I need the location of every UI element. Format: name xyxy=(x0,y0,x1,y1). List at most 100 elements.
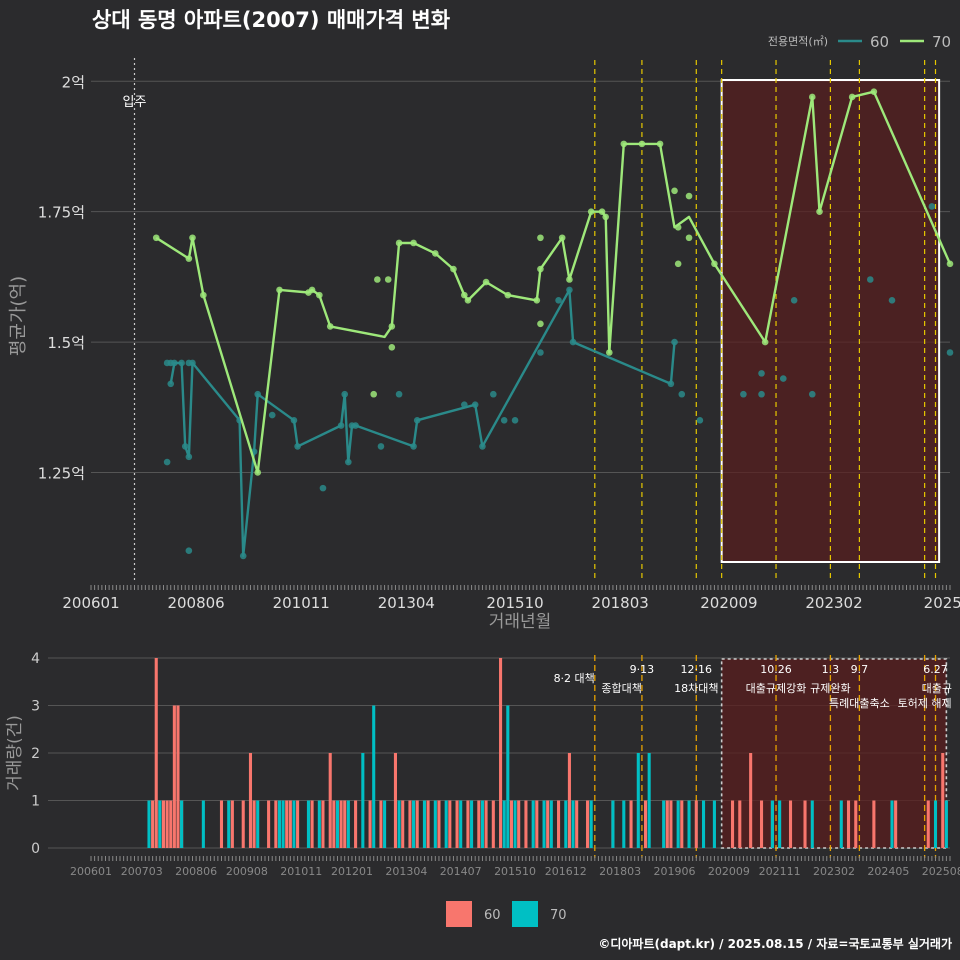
volume-bar-60 xyxy=(437,800,441,848)
volume-bar-60 xyxy=(426,800,430,848)
legend-label-60: 60 xyxy=(870,33,889,51)
data-point-70 xyxy=(326,323,334,330)
volume-bar-60 xyxy=(379,800,383,848)
data-point-70 xyxy=(685,192,693,200)
volume-bar-70 xyxy=(770,800,774,848)
x-tick-label: 201304 xyxy=(378,594,435,612)
volume-bar-70 xyxy=(944,800,948,848)
data-point-70 xyxy=(620,140,628,148)
policy-label: 대출규 xyxy=(922,682,952,695)
data-point-60 xyxy=(946,349,954,356)
volume-bar-70 xyxy=(778,800,782,848)
volume-bar-60 xyxy=(499,658,503,848)
volume-bar-60 xyxy=(665,800,669,848)
data-point-60 xyxy=(569,338,577,346)
data-point-60 xyxy=(678,390,686,398)
data-point-70 xyxy=(848,93,856,101)
x-axis-label: 거래년월 xyxy=(489,612,552,632)
volume-bar-60 xyxy=(926,800,930,848)
volume-bar-60 xyxy=(788,800,793,848)
policy-label: 종합대책 xyxy=(601,682,641,695)
vol-y-tick-label: 3 xyxy=(31,699,40,715)
volume-bar-60 xyxy=(567,753,571,848)
data-point-60 xyxy=(181,443,189,450)
volume-bar-60 xyxy=(546,800,550,848)
data-point-60 xyxy=(696,417,704,424)
data-point-70 xyxy=(461,291,468,299)
volume-bar-70 xyxy=(346,800,350,848)
volume-bar-60 xyxy=(669,800,673,848)
volume-bar-60 xyxy=(854,800,858,848)
data-point-70 xyxy=(638,140,646,148)
data-point-70 xyxy=(152,234,160,242)
data-point-70 xyxy=(200,291,207,299)
volume-bar-60 xyxy=(393,753,397,848)
vol-legend-swatch-60 xyxy=(446,901,472,927)
volume-bar-60 xyxy=(339,800,343,848)
data-point-70 xyxy=(254,469,262,476)
volume-bar-70 xyxy=(890,800,894,848)
vol-x-tick-label: 200806 xyxy=(175,865,217,878)
data-point-60 xyxy=(413,417,421,424)
chart-title: 상대 동명 아파트(2007) 매매가격 변화 xyxy=(92,8,451,32)
y-axis-label: 평균가(억) xyxy=(8,276,29,356)
volume-bar-60 xyxy=(941,753,945,848)
data-point-60 xyxy=(667,380,675,388)
volume-bar-70 xyxy=(662,800,666,848)
vol-x-tick-label: 202508 xyxy=(922,865,960,878)
vol-x-tick-label: 201510 xyxy=(494,865,536,878)
volume-bar-60 xyxy=(484,800,488,848)
data-point-60 xyxy=(185,547,193,555)
y-tick-label: 2억 xyxy=(62,73,85,91)
volume-bar-60 xyxy=(310,800,314,848)
volume-bar-60 xyxy=(749,753,753,848)
volume-bar-70 xyxy=(676,800,680,848)
movein-label: 입주 xyxy=(123,95,147,110)
volume-bar-70 xyxy=(256,800,260,848)
volume-bar-70 xyxy=(636,753,640,848)
data-point-70 xyxy=(388,323,396,330)
volume-bar-60 xyxy=(165,800,169,848)
volume-bar-60 xyxy=(154,658,158,848)
volume-bar-70 xyxy=(470,800,474,848)
volume-bar-60 xyxy=(248,753,253,848)
volume-bar-60 xyxy=(343,800,347,848)
policy-label: 18차대책 xyxy=(674,682,718,695)
policy-label: 대출규제강화 xyxy=(746,682,807,695)
volume-bar-60 xyxy=(169,800,173,848)
data-point-60 xyxy=(790,297,798,304)
data-point-60 xyxy=(808,390,816,398)
volume-bar-60 xyxy=(557,800,561,848)
volume-bar-60 xyxy=(894,800,898,848)
data-point-60 xyxy=(189,359,196,367)
data-point-60 xyxy=(471,401,479,408)
volume-bar-70 xyxy=(564,800,568,848)
vol-x-tick-label: 201304 xyxy=(385,865,427,878)
vol-x-tick-label: 201803 xyxy=(599,865,641,878)
data-point-60 xyxy=(511,417,519,424)
x-tick-label: 200806 xyxy=(167,594,224,612)
volume-bar-60 xyxy=(644,800,648,848)
volume-bar-60 xyxy=(172,705,176,848)
vol-y-tick-label: 1 xyxy=(31,794,40,810)
data-point-60 xyxy=(319,484,327,492)
volume-bar-70 xyxy=(335,800,340,848)
data-point-70 xyxy=(185,255,193,262)
volume-bar-70 xyxy=(933,800,938,848)
data-point-70 xyxy=(566,276,573,283)
data-point-60 xyxy=(352,422,359,429)
volume-bar-60 xyxy=(332,800,336,848)
data-point-70 xyxy=(587,208,595,215)
policy-date: 1.3 xyxy=(822,663,840,676)
data-point-70 xyxy=(504,291,512,299)
volume-bar-60 xyxy=(448,800,452,848)
data-point-70 xyxy=(370,390,378,398)
volume-bar-70 xyxy=(810,800,814,848)
vol-y-tick-label: 0 xyxy=(31,841,40,857)
data-point-70 xyxy=(189,234,196,242)
volume-bar-70 xyxy=(611,800,615,848)
volume-bar-60 xyxy=(408,800,412,848)
volume-bar-70 xyxy=(531,800,535,848)
volume-bar-70 xyxy=(571,800,575,848)
